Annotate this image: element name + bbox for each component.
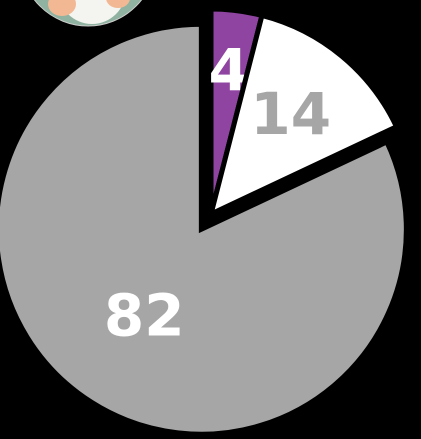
slice-label: 82 xyxy=(104,281,185,349)
slice-label: 14 xyxy=(250,80,331,148)
pie-slice xyxy=(0,21,409,437)
pie-slice xyxy=(207,12,400,219)
